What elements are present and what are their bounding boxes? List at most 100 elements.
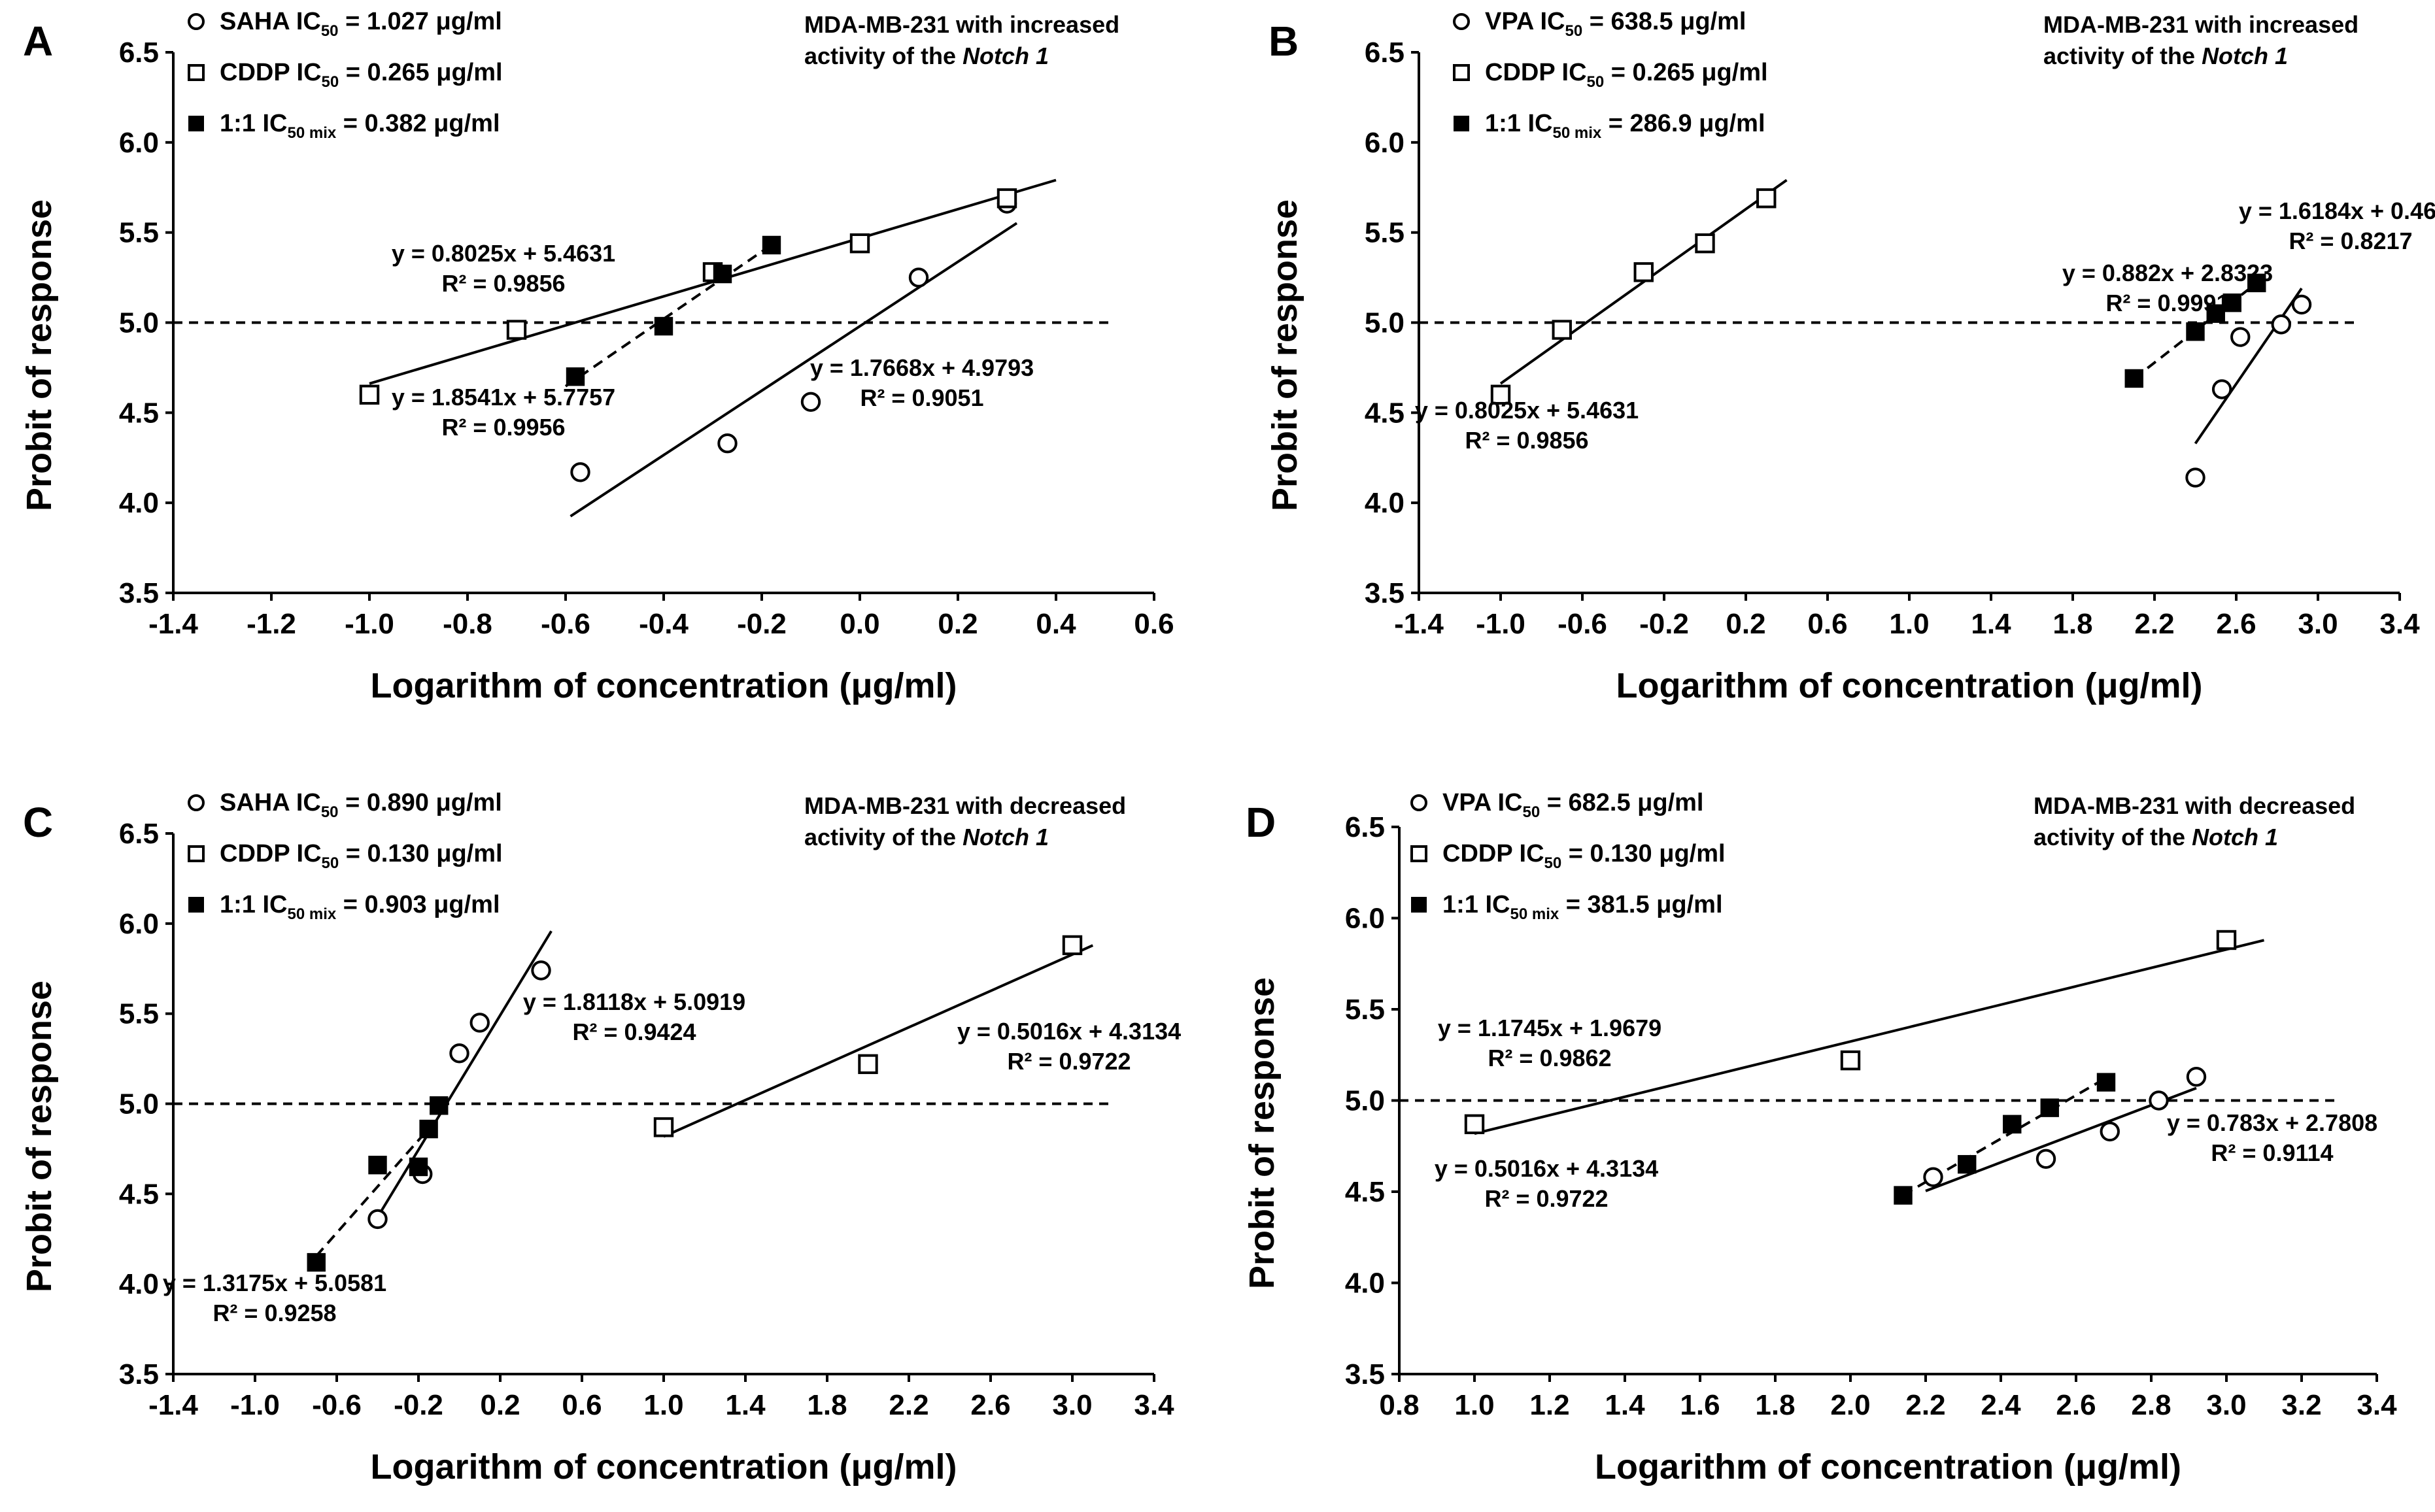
y-tick-label: 6.0 <box>1345 903 1385 935</box>
x-tick-label: -1.2 <box>247 608 296 640</box>
x-tick-label: 2.6 <box>2056 1389 2096 1421</box>
panel-label: C <box>23 799 53 846</box>
note-line-2: activity of the Notch 1 <box>2043 42 2288 69</box>
note-line-1: MDA-MB-231 with decreased <box>2034 792 2355 819</box>
x-tick-label: 0.6 <box>1134 608 1174 640</box>
fit-equation: y = 1.8118x + 5.0919 <box>523 988 745 1015</box>
data-point-square <box>506 320 527 340</box>
fit-line-circle <box>570 222 1018 518</box>
legend-entry: SAHA IC50 = 1.027 μg/ml <box>220 8 502 40</box>
x-tick-label: 1.6 <box>1680 1389 1720 1421</box>
x-tick-label: -1.0 <box>230 1389 280 1421</box>
x-tick-label: 1.2 <box>1529 1389 1569 1421</box>
panel-d: D 3.5 4.0 4.5 5.0 5.5 6.0 6.5 0.8 1.0 1.2 1.4 1.6 1.8… <box>1242 789 2397 1487</box>
panel-c: C 3.5 4.0 4.5 5.0 5.5 6.0 6.5 -1.4 -1.0 -0.6 -0.2 0.… <box>20 789 1181 1487</box>
legend-entry: SAHA IC50 = 0.890 μg/ml <box>220 789 502 821</box>
data-point-square <box>1840 1050 1861 1071</box>
data-point-square <box>1756 188 1777 209</box>
x-tick-label: 2.0 <box>1830 1389 1870 1421</box>
y-tick-label: 4.0 <box>119 487 159 519</box>
x-tick-label: -0.4 <box>639 608 689 640</box>
data-point-circle <box>367 1209 388 1230</box>
data-point-circle <box>2230 327 2251 347</box>
fit-equation: y = 1.3175x + 5.0581 <box>163 1269 386 1296</box>
y-axis-title: Probit of response <box>20 199 59 511</box>
legend-marker-filled <box>188 116 204 131</box>
data-point-circle <box>2035 1149 2056 1169</box>
x-tick-label: 3.4 <box>2379 608 2420 640</box>
fit-line-circle <box>2194 288 2303 445</box>
x-tick-label: -0.8 <box>443 608 492 640</box>
y-tick-label: 4.5 <box>1365 397 1405 429</box>
y-tick-label: 5.5 <box>119 217 159 249</box>
x-tick-label: 1.0 <box>1889 608 1929 640</box>
x-tick-label: -0.6 <box>541 608 590 640</box>
x-tick-label: -0.6 <box>1558 608 1607 640</box>
fit-r-squared: R² = 0.9856 <box>441 270 565 297</box>
y-tick-label: 5.5 <box>1345 994 1385 1026</box>
x-tick-label: 1.4 <box>1971 608 2011 640</box>
fit-r-squared: R² = 0.9114 <box>2211 1139 2333 1166</box>
legend-entry: 1:1 IC50 mix = 0.903 μg/ml <box>220 891 500 923</box>
x-tick-label: 3.0 <box>2298 608 2338 640</box>
panel-label: D <box>1246 799 1276 846</box>
x-tick-label: 2.2 <box>889 1389 928 1421</box>
data-point-circle <box>1923 1167 1943 1187</box>
data-point-filled <box>2222 293 2241 312</box>
x-axis-title: Logarithm of concentration (μg/ml) <box>1595 1447 2181 1487</box>
fit-equation: y = 0.8025x + 5.4631 <box>392 240 615 267</box>
fit-r-squared: R² = 0.9722 <box>1007 1048 1131 1075</box>
fit-r-squared: R² = 0.9722 <box>1484 1185 1608 1212</box>
legend-marker-circle <box>1410 794 1427 811</box>
y-axis-title: Probit of response <box>20 981 59 1292</box>
x-tick-label: 1.8 <box>1755 1389 1795 1421</box>
y-tick-label: 4.0 <box>1365 487 1405 519</box>
x-tick-label: 1.4 <box>725 1389 766 1421</box>
note-line-2: activity of the Notch 1 <box>2034 824 2278 850</box>
data-point-filled <box>2247 273 2266 293</box>
data-point-filled <box>2124 369 2143 388</box>
y-tick-label: 6.5 <box>1365 37 1405 69</box>
data-point-circle <box>2271 314 2291 335</box>
fit-line-filled <box>564 240 777 388</box>
y-tick-label: 4.0 <box>119 1268 159 1300</box>
y-tick-label: 3.5 <box>1345 1358 1385 1390</box>
y-tick-label: 6.5 <box>1345 811 1385 843</box>
legend-entry: CDDP IC50 = 0.130 μg/ml <box>1442 840 1726 872</box>
data-point-filled <box>2096 1073 2116 1092</box>
legend-entry: VPA IC50 = 638.5 μg/ml <box>1485 8 1746 40</box>
data-point-circle <box>908 267 929 288</box>
data-point-circle <box>2149 1090 2169 1111</box>
data-point-square <box>1633 262 1654 282</box>
fit-r-squared: R² = 0.9991 <box>2105 290 2229 316</box>
x-tick-label: -1.4 <box>1394 608 1444 640</box>
data-point-filled <box>654 316 673 336</box>
data-point-circle <box>2185 467 2205 488</box>
legend-entry: CDDP IC50 = 0.265 μg/ml <box>220 59 503 91</box>
y-tick-label: 6.5 <box>119 818 159 850</box>
legend-marker-circle <box>1453 13 1470 30</box>
x-tick-label: 1.4 <box>1605 1389 1645 1421</box>
y-tick-label: 4.5 <box>119 1178 159 1210</box>
data-point-filled <box>2040 1098 2059 1117</box>
y-tick-label: 5.0 <box>119 307 159 339</box>
x-tick-label: 0.6 <box>1807 608 1847 640</box>
fit-equation: y = 1.7668x + 4.9793 <box>810 354 1034 381</box>
y-tick-label: 5.5 <box>1365 217 1405 249</box>
x-tick-label: 0.2 <box>1726 608 1765 640</box>
y-tick-label: 5.0 <box>1365 307 1405 339</box>
x-axis-title: Logarithm of concentration (μg/ml) <box>370 1447 957 1487</box>
x-tick-label: 2.2 <box>1905 1389 1945 1421</box>
x-tick-label: 3.0 <box>2206 1389 2246 1421</box>
legend-entry: 1:1 IC50 mix = 381.5 μg/ml <box>1442 891 1723 923</box>
legend-entry: VPA IC50 = 682.5 μg/ml <box>1442 789 1704 821</box>
fit-r-squared: R² = 0.9051 <box>860 384 983 411</box>
note-line-1: MDA-MB-231 with increased <box>2043 11 2358 38</box>
x-axis-title: Logarithm of concentration (μg/ml) <box>1616 666 2202 705</box>
fit-equation: y = 1.8541x + 5.7757 <box>392 384 615 411</box>
note-line-1: MDA-MB-231 with increased <box>804 11 1119 38</box>
fit-r-squared: R² = 0.8217 <box>2289 227 2412 254</box>
x-tick-label: 1.8 <box>807 1389 847 1421</box>
data-point-square <box>1062 935 1083 956</box>
